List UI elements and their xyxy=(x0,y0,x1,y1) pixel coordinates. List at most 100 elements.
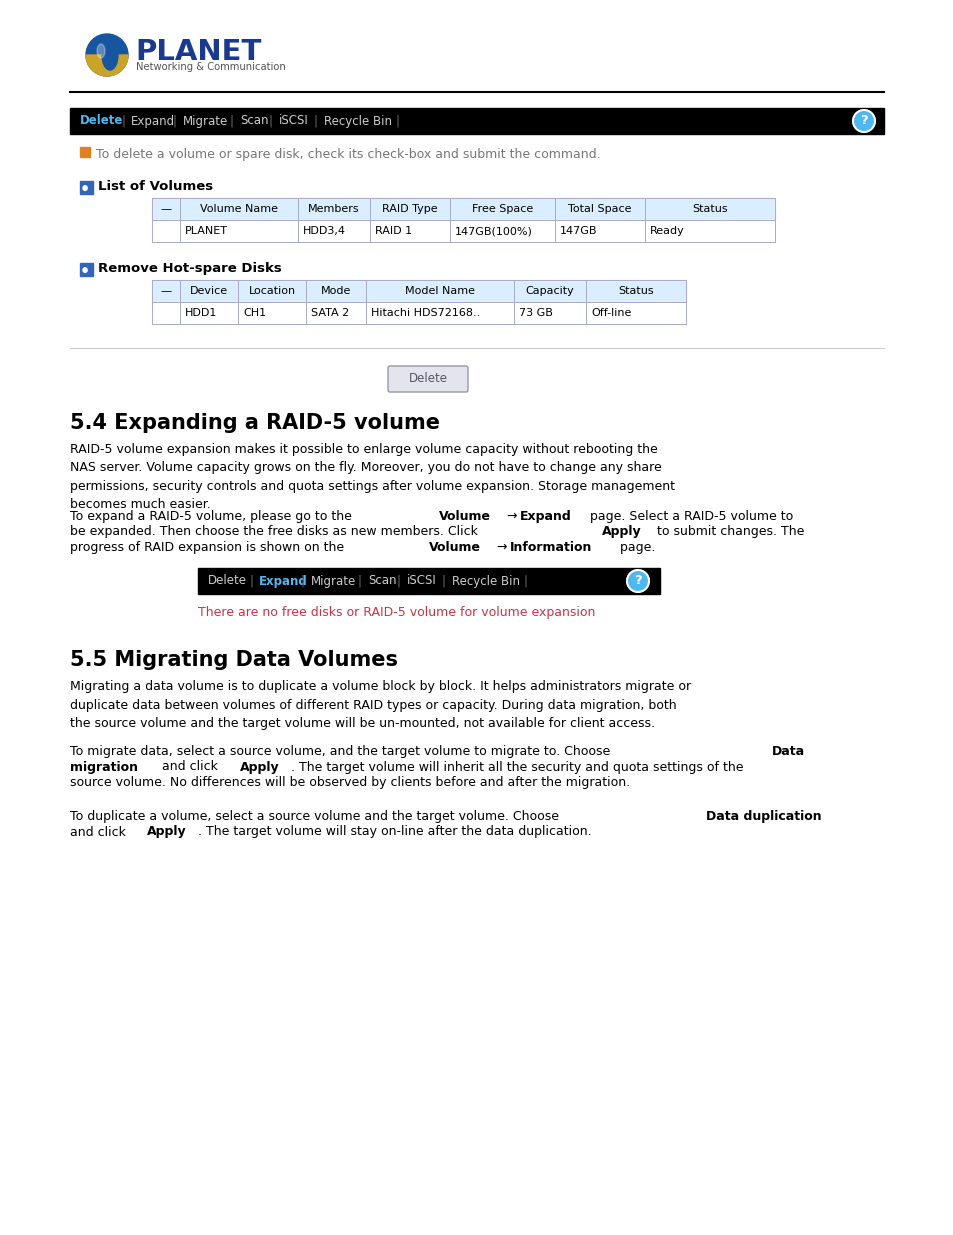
Ellipse shape xyxy=(86,35,128,77)
Text: There are no free disks or RAID-5 volume for volume expansion: There are no free disks or RAID-5 volume… xyxy=(198,606,595,619)
Bar xyxy=(306,303,366,324)
Text: |: | xyxy=(230,115,233,127)
Text: Apply: Apply xyxy=(600,526,640,538)
Text: Migrating a data volume is to duplicate a volume block by block. It helps admini: Migrating a data volume is to duplicate … xyxy=(70,680,690,730)
Text: PLANET: PLANET xyxy=(135,38,261,65)
Text: Delete: Delete xyxy=(408,373,447,385)
Bar xyxy=(450,198,555,220)
Bar xyxy=(297,220,370,242)
Text: List of Volumes: List of Volumes xyxy=(98,180,213,193)
Text: to submit changes. The: to submit changes. The xyxy=(652,526,803,538)
Bar xyxy=(80,182,92,194)
Bar xyxy=(585,303,685,324)
Text: Recycle Bin: Recycle Bin xyxy=(323,115,391,127)
Text: and click: and click xyxy=(157,761,221,773)
Text: →: → xyxy=(505,510,516,522)
Text: ?: ? xyxy=(860,115,867,127)
Text: Off-line: Off-line xyxy=(590,308,631,317)
Text: —: — xyxy=(160,287,172,296)
Bar xyxy=(152,198,180,220)
Text: ⬤: ⬤ xyxy=(82,185,88,191)
Text: Networking & Communication: Networking & Communication xyxy=(136,62,286,72)
Circle shape xyxy=(852,110,874,132)
Wedge shape xyxy=(86,56,128,77)
Text: |: | xyxy=(121,115,125,127)
Text: RAID-5 volume expansion makes it possible to enlarge volume capacity without reb: RAID-5 volume expansion makes it possibl… xyxy=(70,443,675,511)
Text: Volume Name: Volume Name xyxy=(200,204,277,214)
Bar xyxy=(180,303,237,324)
Text: Model Name: Model Name xyxy=(405,287,475,296)
FancyBboxPatch shape xyxy=(388,366,468,391)
Ellipse shape xyxy=(97,44,105,58)
Text: Remove Hot-spare Disks: Remove Hot-spare Disks xyxy=(98,262,281,275)
Text: Expand: Expand xyxy=(259,574,308,588)
Text: |: | xyxy=(314,115,317,127)
Text: 147GB: 147GB xyxy=(559,226,597,236)
Text: 73 GB: 73 GB xyxy=(518,308,553,317)
Text: Capacity: Capacity xyxy=(525,287,574,296)
Ellipse shape xyxy=(102,40,118,70)
Bar xyxy=(70,107,883,135)
Text: page. Select a RAID-5 volume to: page. Select a RAID-5 volume to xyxy=(586,510,793,522)
Text: Data: Data xyxy=(771,745,804,758)
Bar xyxy=(80,263,92,275)
Bar xyxy=(555,198,644,220)
Bar xyxy=(180,198,297,220)
Text: |: | xyxy=(172,115,176,127)
Text: . The target volume will stay on-line after the data duplication.: . The target volume will stay on-line af… xyxy=(198,825,592,839)
Text: Expand: Expand xyxy=(519,510,571,522)
Text: To expand a RAID-5 volume, please go to the: To expand a RAID-5 volume, please go to … xyxy=(70,510,355,522)
Text: and click: and click xyxy=(70,825,130,839)
Bar xyxy=(370,220,450,242)
Bar xyxy=(450,220,555,242)
Text: source volume. No differences will be observed by clients before and after the m: source volume. No differences will be ob… xyxy=(70,776,630,789)
Bar xyxy=(152,220,180,242)
Text: Location: Location xyxy=(248,287,295,296)
Text: Device: Device xyxy=(190,287,228,296)
Text: Free Space: Free Space xyxy=(472,204,533,214)
Text: Status: Status xyxy=(618,287,653,296)
Text: ?: ? xyxy=(634,574,641,588)
Text: Recycle Bin: Recycle Bin xyxy=(451,574,519,588)
Text: Migrate: Migrate xyxy=(182,115,228,127)
Text: iSCSI: iSCSI xyxy=(406,574,436,588)
Bar xyxy=(306,280,366,303)
Text: |: | xyxy=(395,115,399,127)
Text: Total Space: Total Space xyxy=(568,204,631,214)
Text: Status: Status xyxy=(692,204,727,214)
Bar xyxy=(514,303,585,324)
Text: CH1: CH1 xyxy=(243,308,266,317)
Text: HDD1: HDD1 xyxy=(185,308,217,317)
Text: Members: Members xyxy=(308,204,359,214)
Text: . The target volume will inherit all the security and quota settings of the: . The target volume will inherit all the… xyxy=(291,761,743,773)
Bar xyxy=(366,303,514,324)
Text: Scan: Scan xyxy=(368,574,395,588)
Bar xyxy=(644,220,774,242)
Text: To duplicate a volume, select a source volume and the target volume. Choose: To duplicate a volume, select a source v… xyxy=(70,810,562,823)
Text: Information: Information xyxy=(509,541,591,555)
Bar xyxy=(198,568,659,594)
Text: SATA 2: SATA 2 xyxy=(311,308,349,317)
Text: Migrate: Migrate xyxy=(310,574,355,588)
Bar xyxy=(514,280,585,303)
Text: Data duplication: Data duplication xyxy=(705,810,821,823)
Text: Expand: Expand xyxy=(132,115,175,127)
Text: —: — xyxy=(160,204,172,214)
Text: Scan: Scan xyxy=(239,115,268,127)
Bar xyxy=(370,198,450,220)
Bar xyxy=(644,198,774,220)
Text: To delete a volume or spare disk, check its check-box and submit the command.: To delete a volume or spare disk, check … xyxy=(96,148,600,161)
Text: iSCSI: iSCSI xyxy=(278,115,308,127)
Text: Delete: Delete xyxy=(80,115,123,127)
Bar xyxy=(297,198,370,220)
Text: |: | xyxy=(357,574,361,588)
Text: be expanded. Then choose the free disks as new members. Click: be expanded. Then choose the free disks … xyxy=(70,526,481,538)
Text: HDD3,4: HDD3,4 xyxy=(303,226,346,236)
Text: 5.5 Migrating Data Volumes: 5.5 Migrating Data Volumes xyxy=(70,650,397,671)
Bar xyxy=(180,280,237,303)
Text: RAID 1: RAID 1 xyxy=(375,226,412,236)
Bar xyxy=(366,280,514,303)
Text: |: | xyxy=(441,574,445,588)
Text: page.: page. xyxy=(615,541,655,555)
Bar xyxy=(80,147,90,157)
